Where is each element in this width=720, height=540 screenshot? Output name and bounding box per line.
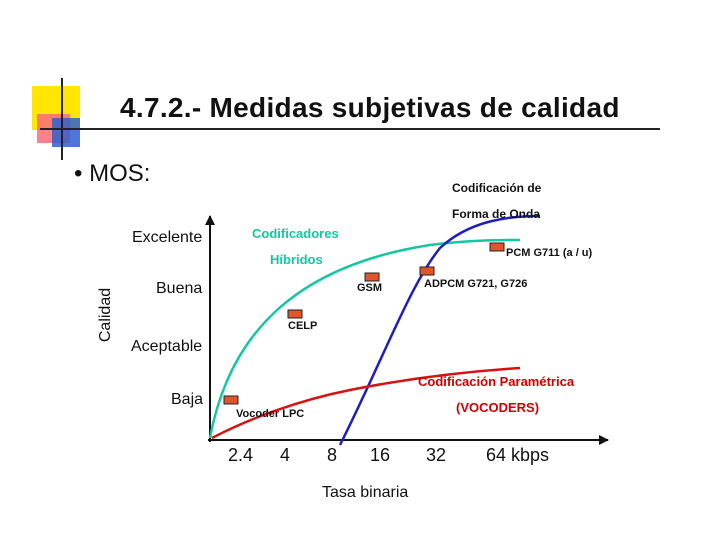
pcm-label: PCM G711 (a / u) <box>506 247 593 259</box>
x-tick-2-4: 2.4 <box>228 445 254 465</box>
level-buena: Buena <box>156 280 203 297</box>
x-tick-64-kbps: 64 kbps <box>486 445 550 465</box>
bullet-mos: • MOS: <box>74 160 151 187</box>
parametric-coding-curve <box>211 366 521 440</box>
gsm-marker <box>364 272 380 282</box>
title-underline <box>40 128 660 130</box>
hybrid-label-line2: Híbridos <box>270 252 323 267</box>
x-tick-16: 16 <box>370 445 391 465</box>
waveform-coding-curve <box>338 214 541 446</box>
y-axis-label: Calidad <box>97 287 115 343</box>
vocoder-marker <box>223 395 239 405</box>
hybrid-label-line1: Codificadores <box>252 226 339 241</box>
pcm-marker <box>489 242 505 252</box>
x-tick-32: 32 <box>426 445 447 465</box>
parametric-label-line2: (VOCODERS) <box>456 400 540 415</box>
vocoder-label: Vocoder LPC <box>236 408 305 420</box>
waveform-label-line1: Codificación de <box>452 181 542 195</box>
celp-marker <box>287 309 303 319</box>
adpcm-label: ADPCM G721, G726 <box>424 278 528 290</box>
x-tick-8: 8 <box>327 445 338 465</box>
waveform-label-line2: Forma de Onda <box>452 207 541 221</box>
slide-title: 4.7.2.- Medidas subjetivas de calidad <box>120 92 620 123</box>
adpcm-marker <box>419 266 435 276</box>
level-baja: Baja <box>171 391 204 408</box>
x-tick-4: 4 <box>280 445 291 465</box>
level-aceptable: Aceptable <box>131 338 203 355</box>
level-excelente: Excelente <box>132 229 203 246</box>
parametric-label-line1: Codificación Paramétrica <box>418 374 575 389</box>
hybrid-coders-curve <box>208 238 521 439</box>
gsm-label: GSM <box>357 282 383 294</box>
celp-label: CELP <box>288 320 318 332</box>
x-axis-label: Tasa binaria <box>322 484 409 501</box>
decorative-blue-square <box>52 118 80 147</box>
decorative-vertical-line <box>61 78 63 160</box>
